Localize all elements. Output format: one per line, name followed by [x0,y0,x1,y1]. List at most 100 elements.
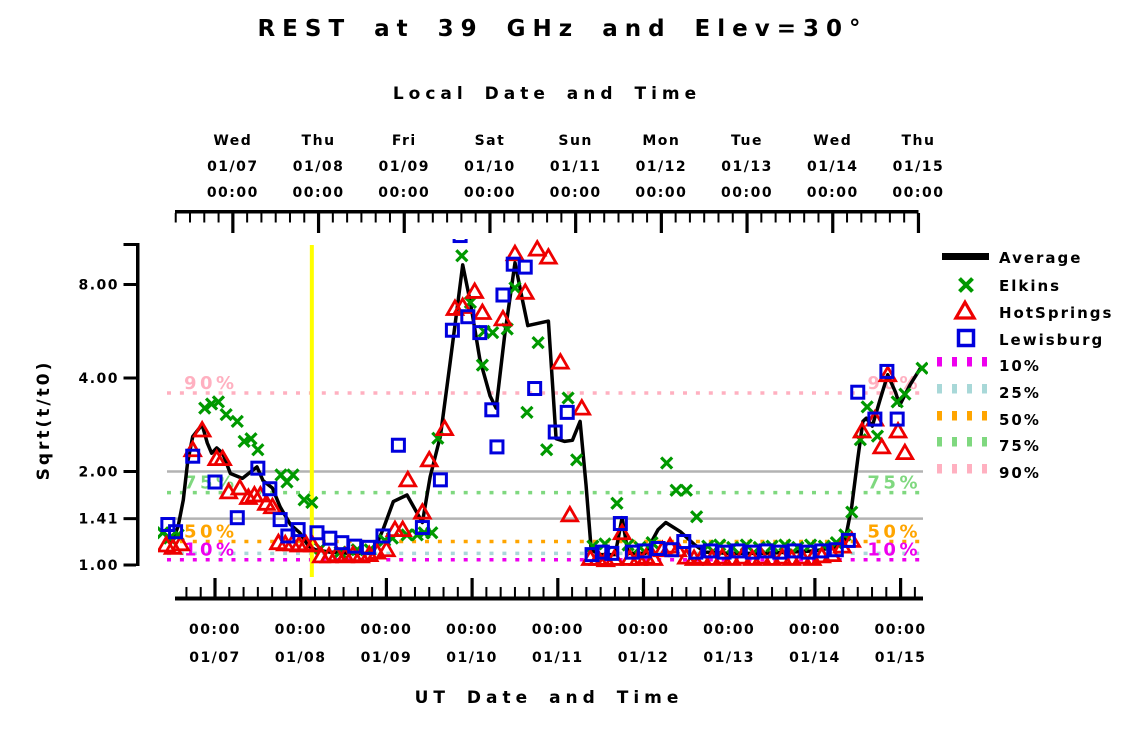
legend-item-hotsprings: HotSprings [953,299,1111,322]
lewisburg-marker [414,520,430,536]
lewisburg-marker [636,543,652,559]
elkins-marker [610,496,624,510]
legend-elkins-swatch [958,277,974,293]
legend-dash-swatch [982,437,987,447]
hotsprings-marker [504,243,526,262]
hotsprings-marker [170,533,191,552]
y-axis-top-tick [123,243,136,246]
bottom-axis-minor-tick [428,587,431,597]
legend-label: 90% [999,464,1041,482]
lewisburg-marker [168,524,184,540]
top-axis-major-tick [231,213,235,233]
top-axis-minor-tick [631,213,634,223]
legend-label: Elkins [999,277,1061,295]
legend-dash-swatch [937,437,942,447]
hotsprings-marker [515,282,536,300]
top-axis-time-label: 00:00 [807,185,859,201]
lewisburg-marker [517,259,533,275]
legend-dash-swatch [982,384,987,394]
bottom-axis-major-tick [556,578,560,597]
bottom-axis-minor-tick [442,587,445,597]
lewisburg-marker [584,547,600,563]
legend-label: Lewisburg [999,331,1104,349]
top-axis-major-tick [659,213,663,233]
legend-label: 25% [999,384,1041,402]
y-axis-tick [123,283,136,286]
top-axis-date-label: 01/15 [893,159,945,175]
top-axis-minor-tick [503,213,506,223]
lewisburg-marker [460,309,476,325]
bottom-axis-date-label: 01/13 [703,650,755,666]
lewisburg-marker [879,363,895,379]
lewisburg-marker [604,545,620,561]
hotsprings-marker [302,534,323,553]
top-axis-minor-tick [717,213,720,223]
legend-item-50pct: 50% [937,411,1039,429]
bottom-axis-minor-tick [356,587,359,597]
bottom-axis-time-label: 00:00 [189,622,241,638]
top-axis-major-tick [316,213,321,233]
legend-dash-swatch [952,357,957,367]
legend-dash-swatch [982,464,987,474]
hotsprings-marker [871,436,892,455]
top-axis-minor-tick [360,213,363,223]
legend-dash-swatch [952,384,957,394]
legend-dash-swatch [952,464,957,474]
top-axis-minor-tick [903,213,906,223]
y-axis-tick-label: 1.00 [78,558,119,574]
top-axis-time-label: 00:00 [721,185,773,201]
lewisburg-marker [559,404,575,420]
lewisburg-marker [650,541,666,557]
top-axis-major-tick [831,213,835,233]
top-axis-major-tick [745,213,749,233]
hotsprings-marker [611,522,633,541]
hotsprings-marker [419,449,440,468]
lewisburg-marker [828,542,844,558]
lewisburg-marker [758,543,774,559]
lewisburg-marker [390,437,406,453]
legend-dash-swatch [967,411,972,421]
bottom-axis-major-tick [641,578,646,597]
top-axis-major-tick [916,213,921,233]
bottom-axis-minor-tick [613,587,616,597]
top-axis-day-label: Wed [813,133,852,149]
top-axis-date-label: 01/07 [207,159,259,175]
hotsprings-marker [472,302,493,320]
percentile-label-left-50%: 50% [184,522,238,543]
bottom-axis-time-label: 00:00 [789,622,841,638]
bottom-axis-minor-tick [671,587,674,597]
top-axis-minor-tick [331,213,334,223]
lewisburg-marker [676,534,692,550]
bottom-axis-minor-tick [528,587,531,597]
bottom-axis-minor-tick [371,587,374,597]
top-axis-minor-tick [888,213,891,223]
hotsprings-marker [229,477,251,496]
lewisburg-marker [688,544,704,560]
bottom-axis-line [175,596,923,601]
lewisburg-marker [716,544,732,560]
elkins-marker [219,407,233,422]
bottom-axis-minor-tick [885,587,888,597]
lewisburg-marker [262,481,278,497]
legend-dash-swatch [937,464,942,474]
hotsprings-marker [571,397,593,416]
top-axis-minor-tick [531,213,534,223]
bottom-axis-date-label: 01/15 [875,650,927,666]
top-axis-minor-tick [260,213,263,223]
top-axis-day-label: Sat [475,133,506,149]
bottom-axis-major-tick [899,578,903,597]
top-axis-minor-tick [174,213,177,223]
top-axis-minor-tick [588,213,591,223]
hotsprings-marker [397,469,419,488]
top-axis-date-label: 01/09 [378,159,430,175]
top-axis-minor-tick [288,213,291,223]
lewisburg-marker [527,381,543,397]
lewisburg-marker [207,474,223,490]
y-axis-tick [123,470,136,473]
lewisburg-marker [800,544,816,560]
y-axis-tick-label: 1.41 [78,512,119,528]
lewisburg-marker [840,532,856,548]
bottom-axis-minor-tick [342,587,345,597]
hotsprings-marker [811,545,832,564]
hotsprings-marker [464,281,485,299]
